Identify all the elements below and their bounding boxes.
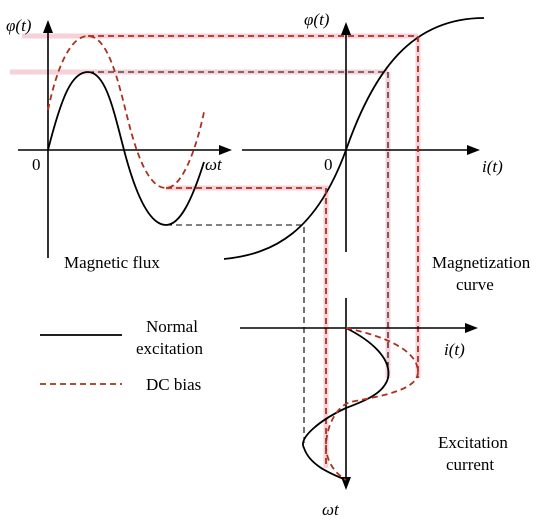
normal-flux-curve	[47, 71, 205, 226]
flux-quadrant: φ(t) ωt 0 Magnetic flux	[6, 16, 232, 272]
magnetization-curve	[223, 17, 485, 260]
current-x-label: i(t)	[444, 340, 465, 359]
flux-x-label: ωt	[205, 155, 223, 174]
mag-origin-label: 0	[324, 155, 333, 174]
mag-y-label: φ(t)	[304, 10, 330, 29]
current-y-label: ωt	[322, 500, 340, 519]
flux-x-axis-arrow	[219, 145, 232, 155]
mag-y-axis-arrow	[341, 22, 351, 35]
dc-bottom-projection	[166, 187, 327, 468]
mag-caption-line1: Magnetization	[432, 253, 531, 272]
current-x-axis-arrow	[465, 323, 478, 333]
legend-normal-line1: Normal	[146, 317, 198, 336]
mag-x-label: i(t)	[482, 157, 503, 176]
current-caption-line1: Excitation	[438, 433, 508, 452]
mag-x-axis-arrow	[467, 145, 480, 155]
current-caption-line2: current	[446, 455, 494, 474]
legend-dc-label: DC bias	[146, 375, 201, 394]
legend: Normal excitation DC bias	[40, 317, 204, 394]
normal-top-projection	[88, 71, 389, 378]
dc-bias-flux-curve	[47, 35, 205, 189]
current-y-axis-arrow	[341, 477, 351, 490]
normal-current-curve	[302, 327, 390, 481]
flux-origin-label: 0	[32, 155, 41, 174]
dc-top-projection	[88, 35, 419, 378]
magnetization-quadrant: φ(t) i(t) 0 Magnetization curve	[223, 10, 531, 294]
projection-lines	[88, 35, 419, 468]
dc-bias-current-curve	[325, 327, 419, 481]
mag-caption-line2: curve	[456, 275, 494, 294]
flux-caption: Magnetic flux	[64, 253, 160, 272]
normal-bottom-projection	[166, 224, 305, 446]
flux-y-axis-arrow	[43, 20, 53, 33]
flux-y-label: φ(t)	[6, 16, 32, 35]
legend-normal-line2: excitation	[136, 339, 204, 358]
current-quadrant: i(t) ωt Excitation current	[240, 298, 508, 519]
